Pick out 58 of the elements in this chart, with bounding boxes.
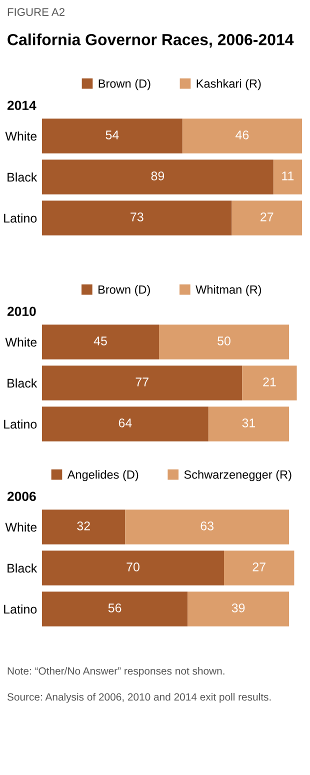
data-label: 89 bbox=[151, 172, 164, 180]
bar bbox=[42, 366, 242, 400]
data-label: 32 bbox=[77, 522, 90, 530]
text: Note: “Other/No Answer” responses not shown. bbox=[8, 667, 224, 677]
legend-label: Brown (D) bbox=[98, 79, 150, 90]
data-label: 11 bbox=[282, 172, 294, 180]
y-tick-label: Latino bbox=[4, 419, 37, 429]
data-label: 56 bbox=[108, 604, 122, 612]
bar bbox=[208, 406, 289, 442]
legend-label: Kashkari (R) bbox=[196, 79, 261, 90]
bar bbox=[42, 160, 274, 194]
bar bbox=[182, 118, 302, 154]
y-tick-label: Black bbox=[8, 172, 38, 182]
y-axis-title: 2010 bbox=[7, 306, 36, 316]
data-label: 21 bbox=[263, 378, 276, 386]
y-tick-label: Latino bbox=[4, 213, 37, 223]
data-label: 45 bbox=[94, 336, 107, 346]
bar bbox=[42, 406, 208, 442]
legend-label: Brown (D) bbox=[98, 285, 150, 296]
y-tick-label: White bbox=[5, 337, 37, 347]
y-tick-label: Black bbox=[8, 378, 38, 388]
data-label: 39 bbox=[232, 604, 245, 612]
y-axis-title: 2006 bbox=[7, 492, 36, 502]
bar bbox=[188, 592, 289, 626]
data-label: 73 bbox=[130, 212, 144, 222]
data-label: 77 bbox=[136, 378, 148, 386]
y-tick-label: White bbox=[5, 522, 37, 532]
data-label: 63 bbox=[200, 522, 214, 530]
bar bbox=[273, 160, 302, 194]
y-tick-label: Black bbox=[8, 563, 38, 573]
data-label: 27 bbox=[252, 562, 266, 572]
legend-label: Schwarzenegger (R) bbox=[184, 470, 292, 482]
data-label: 50 bbox=[218, 336, 230, 346]
bar bbox=[42, 550, 224, 586]
data-label: 46 bbox=[236, 130, 249, 140]
bar bbox=[232, 200, 302, 236]
bar bbox=[42, 592, 188, 626]
data-label: 27 bbox=[260, 212, 274, 222]
bar bbox=[42, 510, 126, 544]
chart-title: California Governor Races, 2006-2014 bbox=[8, 34, 294, 48]
bar bbox=[159, 324, 289, 360]
bar bbox=[42, 200, 232, 236]
source-note: Source: Analysis of 2006, 2010 and 2014 exit poll results. bbox=[7, 693, 271, 703]
bar bbox=[42, 324, 159, 360]
data-label: 54 bbox=[106, 130, 119, 140]
legend-label: Angelides (D) bbox=[67, 470, 138, 482]
y-tick-label: White bbox=[5, 131, 37, 141]
bar bbox=[125, 510, 289, 544]
data-label: 31 bbox=[242, 418, 256, 428]
bar bbox=[242, 366, 297, 400]
y-axis-title: 2014 bbox=[7, 100, 36, 110]
data-label: 64 bbox=[118, 418, 132, 428]
chart-subtitle: FIGURE A2 bbox=[8, 8, 64, 16]
bar bbox=[42, 118, 182, 154]
data-label: 70 bbox=[126, 562, 140, 572]
legend-label: Whitman (R) bbox=[196, 285, 262, 296]
y-tick-label: Latino bbox=[4, 604, 37, 614]
bar bbox=[224, 550, 294, 586]
